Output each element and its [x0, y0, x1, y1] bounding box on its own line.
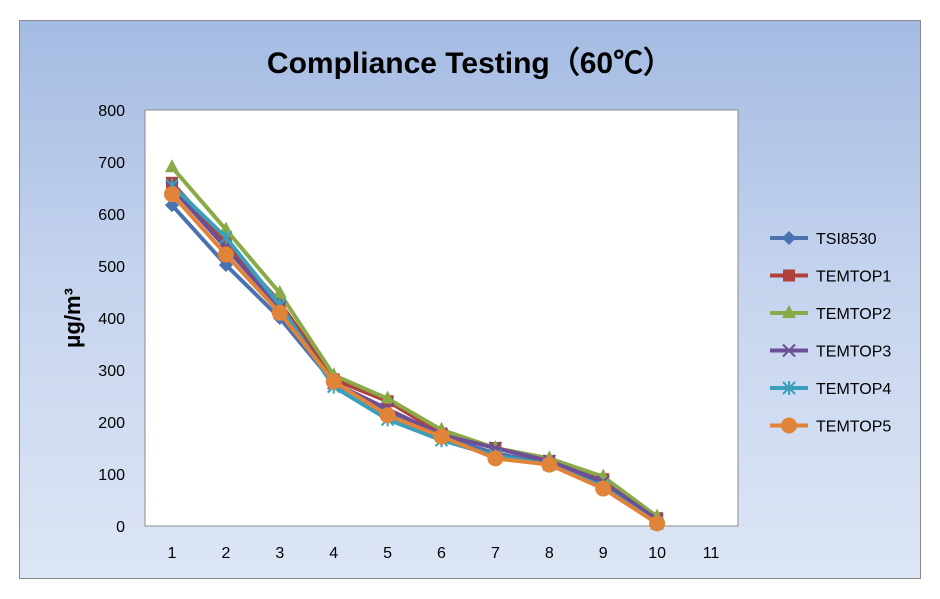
circle-marker: [433, 428, 450, 445]
circle-marker: [325, 373, 342, 390]
y-tick-label: 800: [98, 103, 125, 120]
legend-label: TEMTOP4: [816, 381, 891, 398]
x-tick-label: 5: [383, 545, 392, 562]
diamond-marker: [782, 231, 796, 245]
y-tick-label: 200: [98, 415, 125, 432]
legend-label: TSI8530: [816, 231, 877, 248]
circle-marker: [781, 417, 797, 434]
series-line: [170, 186, 659, 522]
x-tick-label: 3: [275, 545, 284, 562]
series-line: [170, 165, 659, 519]
legend-label: TEMTOP5: [816, 419, 891, 436]
x-tick-label: 4: [329, 545, 338, 562]
legend-label: TEMTOP1: [816, 269, 891, 286]
x-tick-label: 9: [599, 545, 608, 562]
circle-marker: [541, 456, 558, 473]
triangle-marker: [165, 159, 179, 173]
y-tick-label: 400: [98, 311, 125, 328]
legend-item: TEMTOP3: [770, 344, 891, 361]
series-line: [170, 192, 659, 526]
legend-item: TEMTOP1: [770, 269, 891, 286]
y-tick-label: 100: [98, 467, 125, 484]
y-tick-label: 0: [116, 519, 125, 536]
legend-label: TEMTOP2: [816, 306, 891, 323]
circle-marker: [217, 246, 234, 263]
legend-item: TSI8530: [770, 231, 877, 248]
legend-label: TEMTOP3: [816, 344, 891, 361]
x-tick-label: 10: [648, 545, 666, 562]
y-tick-label: 300: [98, 363, 125, 380]
x-tick-label: 6: [437, 545, 446, 562]
legend-item: TEMTOP5: [770, 417, 891, 436]
circle-marker: [164, 186, 180, 203]
circle-marker: [379, 407, 396, 424]
triangle-marker: [380, 390, 395, 404]
chart-title: Compliance Testing（60℃）: [266, 47, 674, 80]
x-tick-label: 1: [168, 545, 177, 562]
y-tick-label: 700: [98, 155, 125, 172]
series-temtop5: [164, 186, 666, 532]
y-tick-label: 600: [98, 207, 125, 224]
y-tick-label: 500: [98, 259, 125, 276]
triangle-marker: [272, 285, 287, 299]
plot-area: [144, 109, 739, 527]
circle-marker: [649, 515, 666, 532]
x-tick-label: 2: [221, 545, 230, 562]
circle-marker: [271, 304, 288, 321]
legend-item: TEMTOP4: [770, 381, 891, 398]
star-marker: [782, 381, 796, 395]
circle-marker: [487, 450, 504, 467]
legend-item: TEMTOP2: [770, 305, 891, 323]
square-marker: [783, 269, 795, 282]
diamond-marker: [165, 198, 179, 213]
x-tick-label: 11: [703, 545, 720, 562]
x-tick-label: 8: [545, 545, 554, 562]
x-tick-label: 7: [491, 545, 500, 562]
x-marker: [782, 343, 796, 358]
star-marker: [219, 230, 233, 245]
triangle-marker: [782, 305, 796, 318]
y-axis-label: μg/m³: [60, 288, 85, 348]
circle-marker: [595, 480, 612, 497]
